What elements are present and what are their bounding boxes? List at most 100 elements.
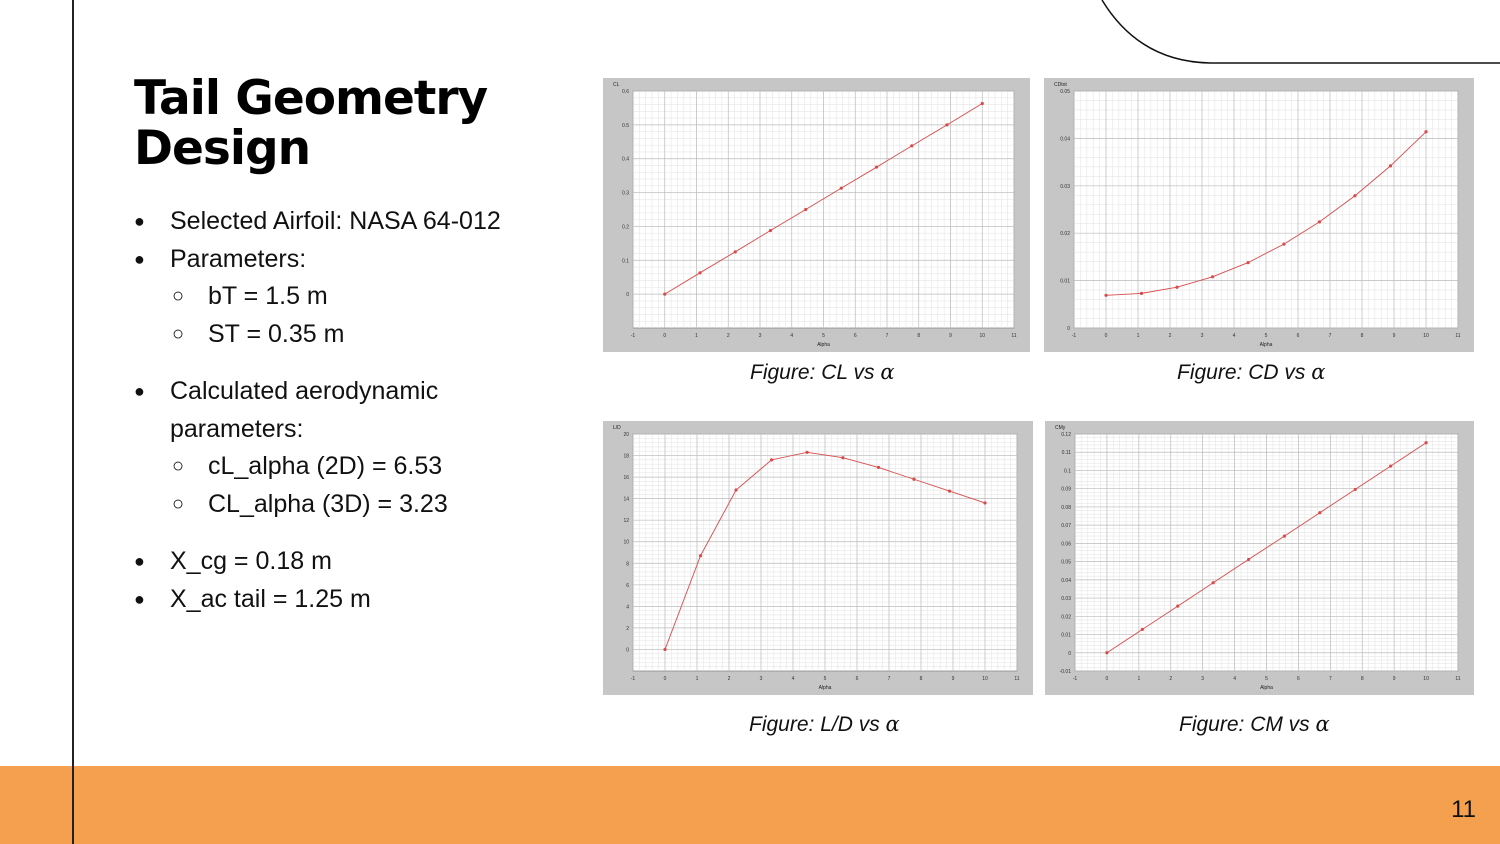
y-tick-label: 20 <box>623 432 629 438</box>
caption-ld: Figure: L/D vs α <box>749 712 900 737</box>
y-tick-label: 0.03 <box>1060 184 1070 190</box>
x-tick-label: 9 <box>1393 333 1396 339</box>
bullet-list: Selected Airfoil: NASA 64-012 Parameters… <box>134 203 501 618</box>
series-line <box>664 103 983 295</box>
data-point <box>698 271 702 275</box>
data-point <box>1353 194 1357 198</box>
bullet-x-ac: X_ac tail = 1.25 m <box>134 581 501 619</box>
data-point <box>1282 242 1286 246</box>
data-point <box>912 477 916 481</box>
x-tick-label: 4 <box>1233 333 1236 339</box>
x-tick-label: 7 <box>1329 333 1332 339</box>
data-point <box>804 207 808 212</box>
series-line <box>1105 131 1427 296</box>
bullet-parameters: Parameters: <box>134 241 501 279</box>
data-point <box>733 250 737 254</box>
sub-bullet-st: ST = 0.35 m <box>134 316 501 354</box>
y-tick-label: 0.3 <box>622 191 629 197</box>
data-point <box>874 165 879 169</box>
x-tick-label: 7 <box>888 676 891 682</box>
page-number: 11 <box>1451 796 1476 823</box>
data-point <box>1389 464 1393 468</box>
alpha-symbol: α <box>885 712 900 736</box>
x-tick-label: 7 <box>1329 676 1332 682</box>
chart-svg-2: -1 0 1 2 3 4 5 6 7 8 9 10 1102468101214161820L/DAlph… <box>613 425 1020 691</box>
chart-ld-vs-alpha: -1 0 1 2 3 4 5 6 7 8 9 10 11 0 2 4 6 8 10 12 14 16 18 20 L/D Alph… <box>603 421 1033 695</box>
caption-ld-text: Figure: L/D vs <box>749 713 886 736</box>
y-tick-label: 0.1 <box>622 258 629 264</box>
y-tick-label: 0 <box>626 647 629 653</box>
x-tick-label: 6 <box>856 676 859 682</box>
x-tick-label: 3 <box>1201 333 1204 339</box>
sub-bullet-cl-alpha-3d: CL_alpha (3D) = 3.23 <box>134 486 501 524</box>
data-point <box>876 465 881 469</box>
x-tick-label: -1 <box>1073 676 1078 682</box>
caption-cm: Figure: CM vs α <box>1179 712 1330 737</box>
x-tick-label: 0 <box>1105 333 1108 339</box>
y-tick-label: 0 <box>1068 651 1071 657</box>
alpha-symbol: α <box>1315 712 1330 736</box>
y-tick-label: -0.01 <box>1060 669 1072 675</box>
data-point <box>1210 275 1215 279</box>
y-tick-label: 0.1 <box>1064 468 1071 474</box>
data-point <box>734 488 738 492</box>
x-tick-label: 3 <box>759 333 762 339</box>
data-point <box>1104 293 1108 297</box>
y-tick-label: 0.02 <box>1060 231 1070 237</box>
x-tick-label: 11 <box>1455 676 1460 682</box>
x-tick-label: 0 <box>1106 676 1109 682</box>
data-point <box>1318 511 1322 515</box>
x-tick-label: 7 <box>886 333 889 339</box>
x-tick-label: 5 <box>1265 333 1268 339</box>
data-point <box>983 501 987 505</box>
data-point <box>947 489 952 493</box>
x-tick-label: 11 <box>1455 333 1460 339</box>
data-point <box>841 456 845 460</box>
data-point <box>1388 164 1393 168</box>
caption-cm-text: Figure: CM vs <box>1179 713 1316 736</box>
x-tick-label: 10 <box>1423 333 1429 339</box>
x-tick-label: 9 <box>1393 676 1396 682</box>
y-tick-label: 2 <box>626 626 629 632</box>
y-tick-label: 0 <box>626 292 629 298</box>
x-tick-label: 1 <box>1137 333 1140 339</box>
data-point <box>768 228 773 233</box>
x-tick-label: 3 <box>1201 676 1204 682</box>
x-tick-label: 0 <box>664 676 667 682</box>
x-tick-label: 6 <box>854 333 857 339</box>
x-tick-label: 2 <box>728 676 731 682</box>
y-tick-label: 14 <box>623 497 629 503</box>
x-tick-label: -1 <box>631 676 636 682</box>
y-tick-label: 0.11 <box>1062 450 1072 456</box>
data-point <box>1176 604 1180 608</box>
corner-arc-decoration <box>1101 0 1500 64</box>
y-tick-label: 0.04 <box>1061 578 1071 584</box>
chart-svg-3: -1 0 1 2 3 4 5 6 7 8 9 10 11 -0.01 0 0.01 0.02 0.03 0.04 0.… <box>1055 425 1461 691</box>
y-tick-label: 0.05 <box>1060 89 1070 95</box>
y-tick-label: 16 <box>623 475 629 481</box>
data-point <box>1246 260 1250 265</box>
x-tick-label: 1 <box>695 333 698 339</box>
x-axis-label: Alpha <box>1260 685 1273 691</box>
data-point <box>980 101 984 106</box>
x-tick-label: 2 <box>1169 333 1172 339</box>
x-tick-label: 4 <box>1233 676 1236 682</box>
y-axis-label: CMy <box>1055 425 1066 431</box>
y-tick-label: 0.09 <box>1061 487 1071 493</box>
y-tick-label: 18 <box>623 454 629 460</box>
data-point <box>945 123 949 127</box>
y-tick-label: 8 <box>626 561 629 567</box>
data-point <box>1175 285 1179 289</box>
footer-bar <box>0 766 1500 844</box>
data-point <box>1424 130 1428 134</box>
chart-cl-vs-alpha: -1 0 1 2 3 4 5 6 7 8 9 10 11 0 0.1 0.2 0.3 0.4 0.5 0.6 CL Alp… <box>603 78 1030 352</box>
y-axis-label: CDtot <box>1054 82 1067 88</box>
x-tick-label: 2 <box>727 333 730 339</box>
x-tick-label: 10 <box>982 676 988 682</box>
x-tick-label: 4 <box>790 333 793 339</box>
x-tick-label: 9 <box>949 333 952 339</box>
y-tick-label: 0.6 <box>622 89 629 95</box>
x-tick-label: 8 <box>917 333 920 339</box>
y-tick-label: 6 <box>626 583 629 589</box>
chart-svg-1: -1 0 1 2 3 4 5 6 7 8 9 10 1100.010.020.030.040.05CDt… <box>1054 82 1461 348</box>
